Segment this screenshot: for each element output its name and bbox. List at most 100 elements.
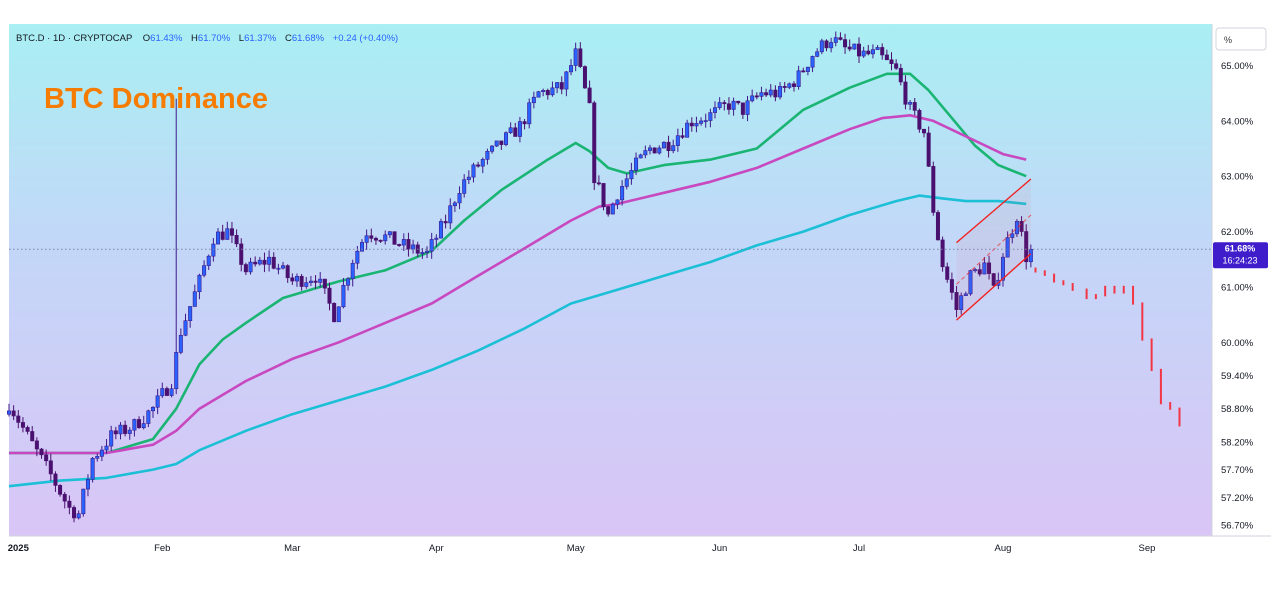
- candle-body: [884, 54, 889, 61]
- candle-body: [411, 244, 416, 250]
- candle-body: [894, 63, 899, 69]
- candle-body: [545, 90, 550, 96]
- candle-body: [346, 278, 351, 286]
- symbol-legend[interactable]: BTC.D · 1D · CRYPTOCAP O61.43% H61.70% L…: [16, 33, 398, 44]
- candle-body: [889, 59, 894, 65]
- candle-body: [1019, 221, 1024, 232]
- candle-body: [569, 65, 574, 73]
- scale-unit-box[interactable]: [1215, 27, 1267, 51]
- price-scale-background: [1212, 24, 1271, 536]
- low-label: L: [239, 33, 244, 44]
- candle-body: [485, 150, 490, 160]
- candle-body: [141, 423, 146, 428]
- candle-body: [541, 90, 546, 92]
- candle-body: [39, 448, 44, 456]
- candle-body: [429, 239, 434, 252]
- candle-body: [285, 265, 290, 279]
- candle-body: [977, 269, 982, 275]
- candle-body: [76, 513, 81, 519]
- channel-upper-line[interactable]: [956, 178, 1032, 244]
- channel-lower-line[interactable]: [956, 253, 1032, 321]
- candle-body: [647, 147, 652, 151]
- candle-body: [127, 429, 132, 434]
- candle-body: [155, 395, 160, 408]
- candle-body: [132, 419, 137, 431]
- candle-body: [397, 244, 402, 246]
- candle-body: [634, 157, 639, 171]
- candle-body: [582, 66, 587, 89]
- candle-body: [764, 92, 769, 96]
- candle-body: [327, 287, 332, 304]
- candle-body: [452, 202, 457, 207]
- candle-body: [308, 280, 313, 283]
- scale-unit-button[interactable]: %: [1215, 27, 1267, 51]
- candle-body: [991, 273, 996, 286]
- candle-body: [606, 206, 611, 215]
- candle-body: [596, 182, 601, 185]
- candle-body: [717, 102, 722, 108]
- candle-body: [731, 100, 736, 110]
- high-label: H: [191, 33, 198, 44]
- candle-body: [462, 179, 467, 194]
- candle-body: [85, 479, 90, 490]
- candle-body: [587, 87, 592, 104]
- candle-body: [968, 270, 973, 295]
- low-value: 61.37%: [244, 33, 277, 44]
- candle-body: [680, 135, 685, 138]
- candle-body: [620, 186, 625, 201]
- candle-body: [903, 81, 908, 105]
- candle-body: [643, 150, 648, 156]
- time-tick-label: 2025: [8, 543, 30, 554]
- candle-body: [169, 388, 174, 396]
- candle-body: [262, 259, 267, 265]
- price-tick-label: 65.00%: [1221, 61, 1254, 72]
- ma-line-ema_fast: [9, 72, 1027, 455]
- candle-body: [99, 449, 104, 457]
- candle-body: [160, 388, 165, 397]
- candle-body: [471, 164, 476, 178]
- candle-body: [164, 388, 169, 396]
- candle-body: [987, 262, 992, 274]
- candle-body: [229, 228, 234, 236]
- price-scale: 65.00% 64.00% 63.00% 62.00% 61.00% 60.00% 59.4…: [1221, 61, 1254, 531]
- candle-body: [912, 102, 917, 111]
- candle-body: [294, 275, 299, 282]
- candle-body: [954, 292, 959, 310]
- candle-body: [856, 43, 861, 57]
- candle-body: [211, 243, 216, 257]
- candle-body: [150, 406, 155, 412]
- candle-body: [253, 261, 258, 265]
- candle-body: [1024, 231, 1029, 263]
- candle-body: [271, 256, 276, 269]
- candle-body: [843, 39, 848, 48]
- plot-background: [9, 24, 1212, 536]
- candle-body: [257, 259, 262, 265]
- candle-body: [866, 50, 871, 55]
- candle-body: [657, 147, 662, 154]
- time-axis-background: [9, 536, 1271, 558]
- candle-body: [810, 56, 815, 68]
- projected-path: [1034, 267, 1181, 427]
- candle-body: [178, 334, 183, 353]
- candle-body: [373, 238, 378, 241]
- candle-body: [973, 269, 978, 272]
- candle-body: [113, 430, 118, 435]
- candle-body: [787, 83, 792, 88]
- candle-body: [694, 123, 699, 127]
- candle-body: [564, 71, 569, 90]
- candle-body: [109, 430, 114, 447]
- candle-body: [926, 132, 931, 167]
- open-label: O: [143, 33, 150, 44]
- scale-unit-label: %: [1224, 35, 1232, 45]
- candle-body: [908, 102, 913, 105]
- candle-body: [819, 40, 824, 53]
- candle-body: [652, 147, 657, 154]
- candle-body: [234, 235, 239, 245]
- moving-averages: [8, 72, 1027, 488]
- candle-body: [508, 127, 513, 133]
- candle-body: [531, 96, 536, 104]
- candle-body: [299, 275, 304, 287]
- time-tick-label: Sep: [1139, 543, 1156, 554]
- candle-body: [745, 100, 750, 115]
